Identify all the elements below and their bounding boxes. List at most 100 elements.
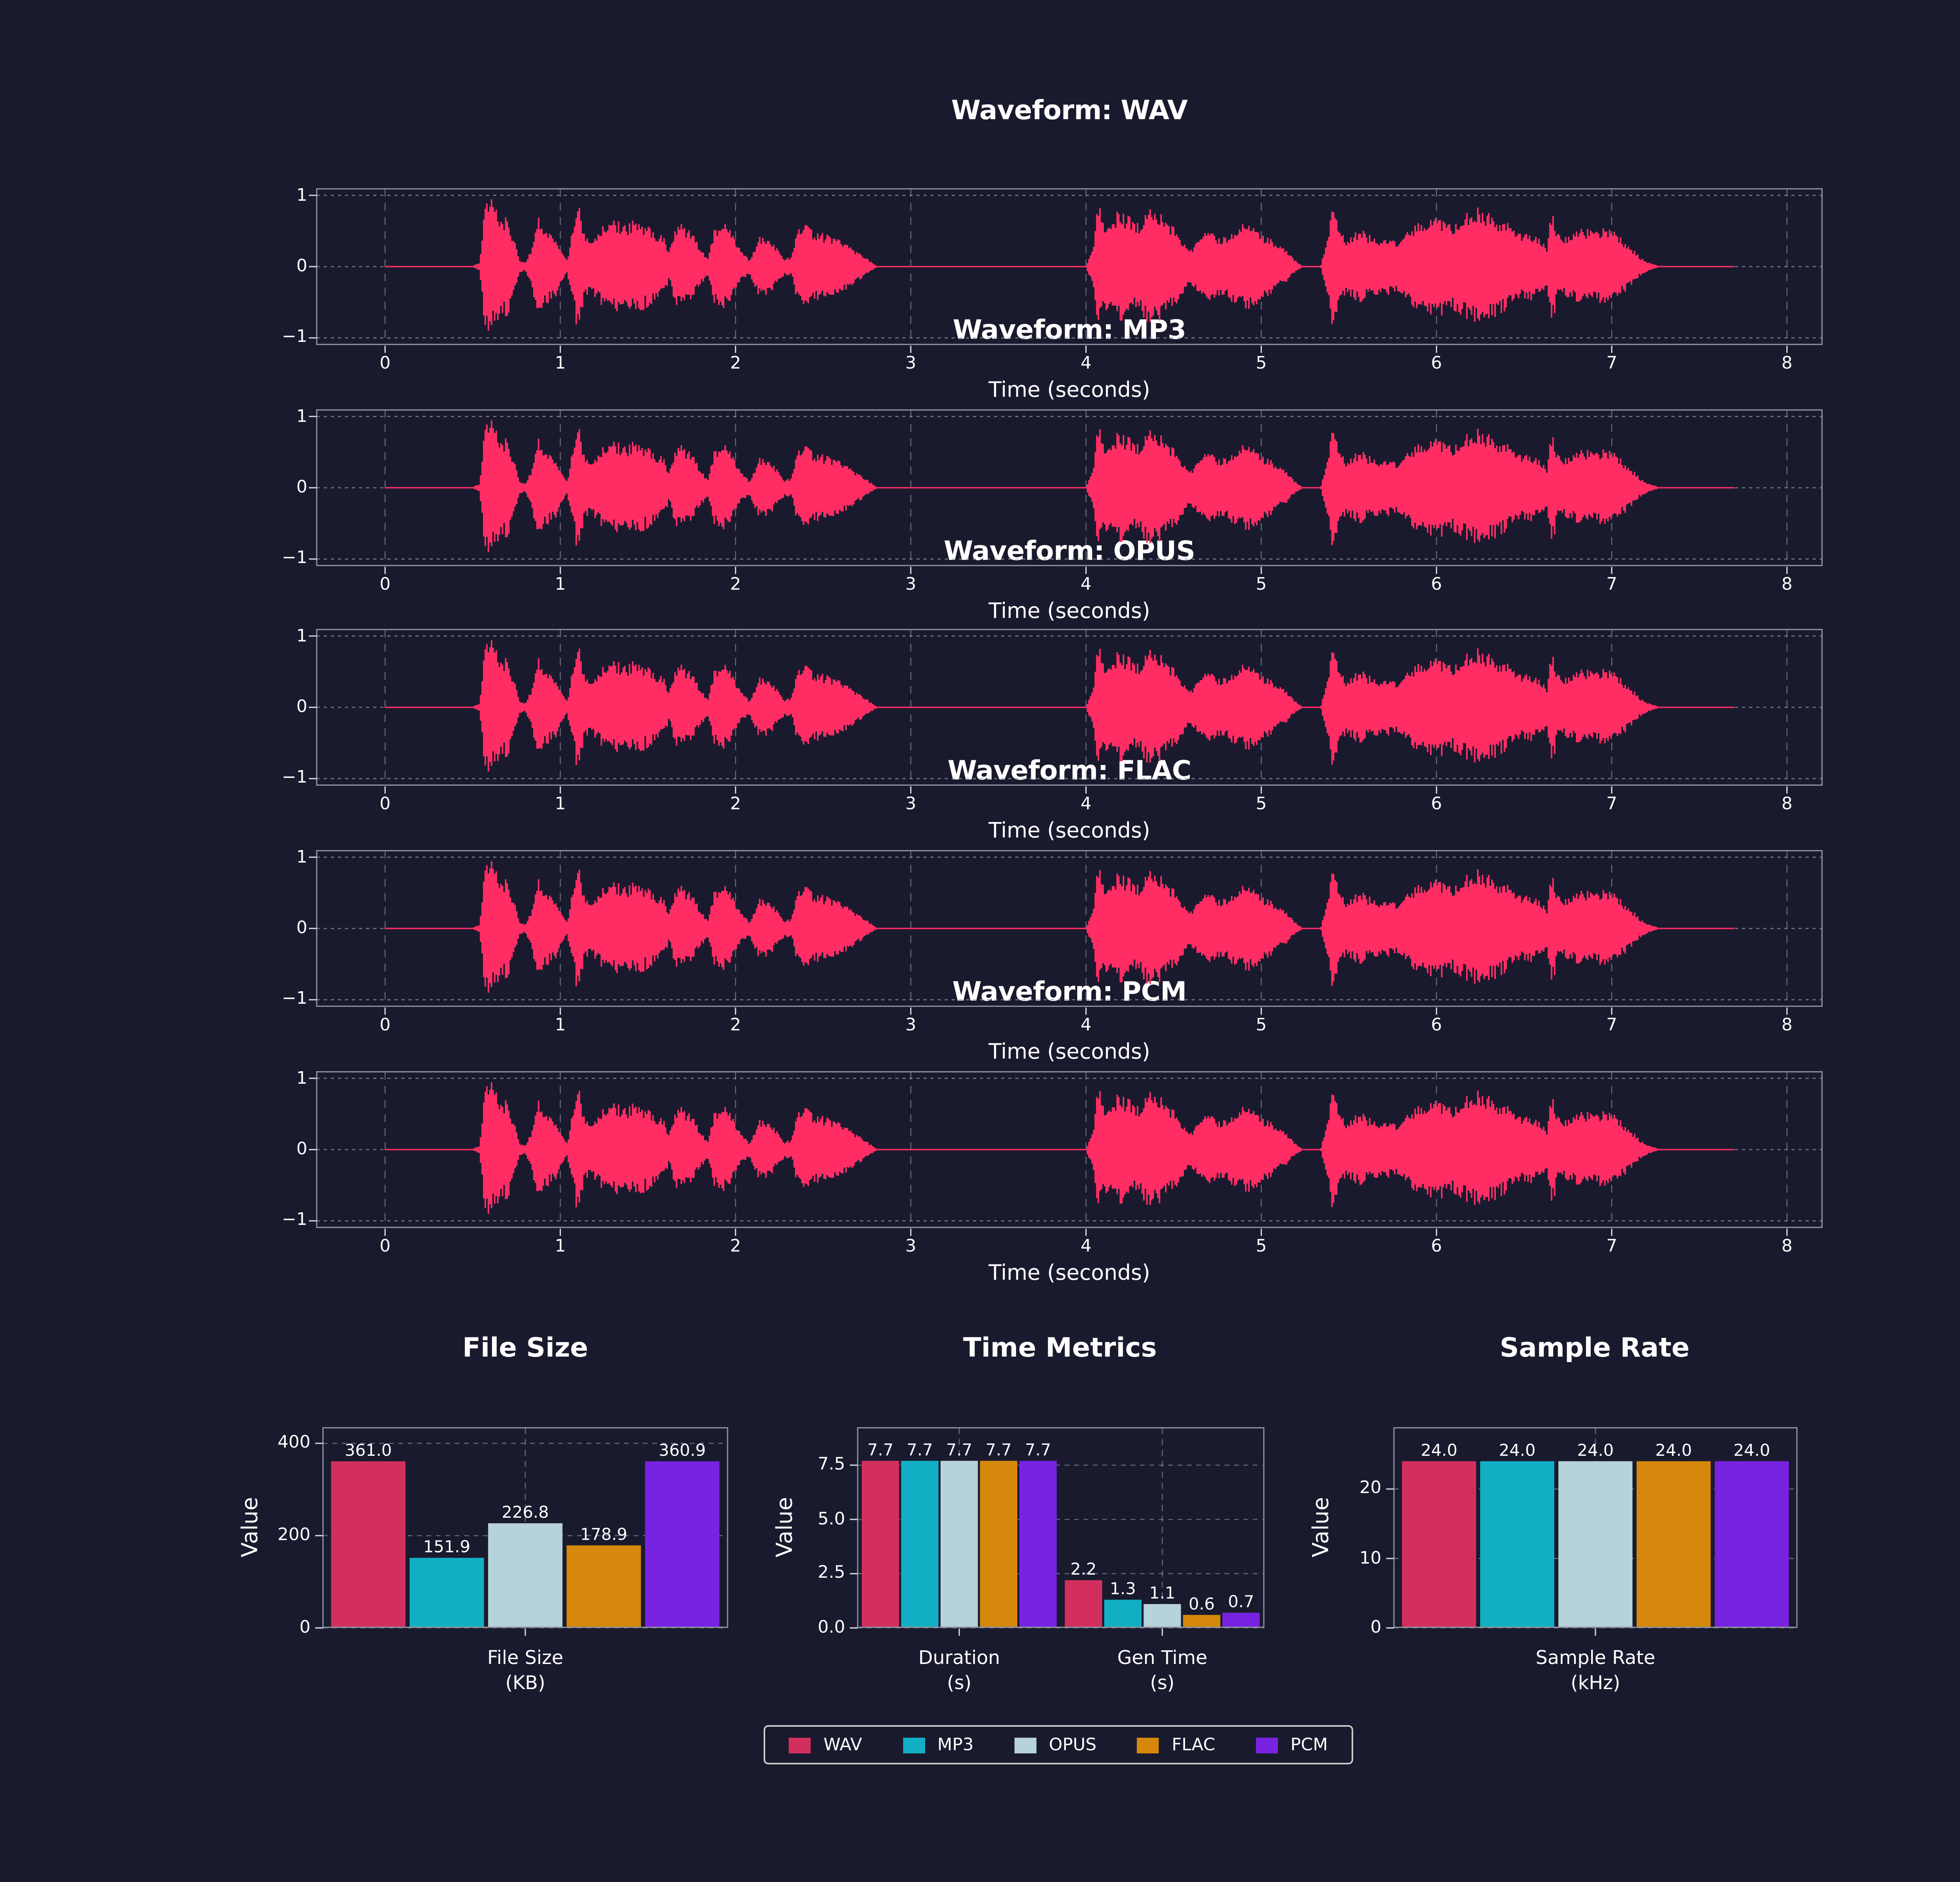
value-axis-label-sample-rate: Value	[1309, 1497, 1334, 1558]
waveform-xtick-label: 0	[379, 794, 391, 814]
bar-chart-time-metrics: 7.7 7.7 7.7 7.7 7.7 2.2 1.3 1.1 0.6 0.7	[848, 1427, 1273, 1637]
waveform-plot-flac	[307, 850, 1824, 1016]
bar-value-label: 7.7	[946, 1440, 973, 1459]
bar-chart-ytick-label: 10	[1359, 1547, 1381, 1568]
waveform-xtick-label: 2	[730, 1015, 741, 1035]
legend: WAV MP3 OPUS FLAC PCM	[0, 1725, 1960, 1764]
waveform-xtick-label: 4	[1080, 1015, 1092, 1035]
waveform-xtick-label: 6	[1431, 574, 1442, 594]
bar-value-label: 24.0	[1733, 1441, 1770, 1460]
waveform-ytick-label: 0	[296, 477, 307, 497]
waveform-xtick-label: 8	[1781, 1236, 1793, 1256]
legend-swatch-wav	[789, 1737, 811, 1753]
waveform-ytick-label: 0	[296, 917, 307, 938]
waveform-plot-mp3	[307, 409, 1824, 576]
bar-chart-group-label: (KB)	[505, 1672, 545, 1694]
bar-value-label: 7.7	[867, 1440, 894, 1459]
time-axis-label-opus: Time (seconds)	[988, 819, 1151, 844]
waveform-ytick-label: −1	[282, 988, 307, 1009]
waveform-xtick-label: 4	[1080, 794, 1092, 814]
bar-value-label: 24.0	[1421, 1441, 1457, 1460]
legend-swatch-pcm	[1256, 1737, 1278, 1753]
waveform-plot-pcm	[307, 1071, 1824, 1237]
bar-value-label: 24.0	[1499, 1441, 1536, 1460]
bar-value-label: 24.0	[1577, 1441, 1614, 1460]
waveform-title-wav: Waveform: WAV	[951, 96, 1188, 127]
waveform-ytick-label: −1	[282, 327, 307, 347]
waveform-xtick-label: 2	[730, 353, 741, 373]
bar-chart-group-label: File Size	[487, 1647, 564, 1669]
waveform-xtick-label: 5	[1256, 574, 1267, 594]
chart-title-time-metrics: Time Metrics	[963, 1333, 1157, 1364]
bar-chart-group-label: (kHz)	[1570, 1672, 1621, 1694]
waveform-xtick-label: 0	[379, 353, 391, 373]
waveform-ytick-label: 0	[296, 256, 307, 276]
bar-chart-group-label: Sample Rate	[1535, 1647, 1655, 1669]
legend-swatch-mp3	[903, 1737, 925, 1753]
waveform-xtick-label: 3	[905, 794, 916, 814]
bar-value-label: 151.9	[423, 1537, 470, 1556]
waveform-xtick-label: 8	[1781, 353, 1793, 373]
waveform-xtick-label: 6	[1431, 1236, 1442, 1256]
waveform-ytick-label: 1	[296, 625, 307, 646]
legend-label: PCM	[1290, 1735, 1328, 1755]
waveform-xtick-label: 8	[1781, 794, 1793, 814]
bar-chart-sample-rate: 24.0 24.0 24.0 24.0 24.0	[1385, 1427, 1806, 1637]
bar-value-label: 361.0	[345, 1441, 392, 1460]
waveform-xtick-label: 1	[555, 1236, 566, 1256]
waveform-xtick-label: 6	[1431, 794, 1442, 814]
waveform-xtick-label: 4	[1080, 574, 1092, 594]
time-axis-label-pcm: Time (seconds)	[988, 1261, 1151, 1286]
waveform-xtick-label: 1	[555, 794, 566, 814]
waveform-xtick-label: 3	[905, 353, 916, 373]
legend-item-mp3: MP3	[903, 1735, 974, 1755]
legend-label: FLAC	[1172, 1735, 1215, 1755]
bar-value-label: 0.6	[1189, 1594, 1215, 1613]
legend-item-opus: OPUS	[1014, 1735, 1096, 1755]
bar-value-label: 1.3	[1110, 1579, 1136, 1598]
waveform-xtick-label: 5	[1256, 794, 1267, 814]
bar-chart-ytick-label: 2.5	[818, 1562, 845, 1583]
waveform-ytick-label: −1	[282, 548, 307, 569]
waveform-xtick-label: 2	[730, 794, 741, 814]
bar-chart-ytick-label: 0	[1370, 1617, 1381, 1637]
waveform-xtick-label: 3	[905, 574, 916, 594]
waveform-xtick-label: 2	[730, 574, 741, 594]
legend-box: WAV MP3 OPUS FLAC PCM	[764, 1725, 1353, 1764]
time-axis-label-flac: Time (seconds)	[988, 1040, 1151, 1065]
bar-chart-ytick-label: 20	[1359, 1478, 1381, 1499]
waveform-ytick-label: 0	[296, 1139, 307, 1159]
waveform-plot-wav	[307, 188, 1824, 354]
waveform-xtick-label: 6	[1431, 1015, 1442, 1035]
legend-item-wav: WAV	[789, 1735, 862, 1755]
waveform-ytick-label: 0	[296, 696, 307, 717]
waveform-xtick-label: 1	[555, 574, 566, 594]
waveform-xtick-label: 0	[379, 1236, 391, 1256]
waveform-xtick-label: 5	[1256, 1236, 1267, 1256]
waveform-xtick-label: 0	[379, 1015, 391, 1035]
waveform-xtick-label: 2	[730, 1236, 741, 1256]
bar-chart-group-label: (s)	[947, 1672, 972, 1694]
legend-label: MP3	[937, 1735, 974, 1755]
waveform-xtick-label: 0	[379, 574, 391, 594]
waveform-ytick-label: 1	[296, 184, 307, 205]
waveform-xtick-label: 1	[555, 353, 566, 373]
waveform-title-opus: Waveform: OPUS	[944, 536, 1195, 568]
waveform-xtick-label: 3	[905, 1015, 916, 1035]
bar-chart-ytick-label: 0.0	[818, 1617, 845, 1637]
bar-value-label: 7.7	[985, 1440, 1012, 1459]
waveform-ytick-label: 1	[296, 1067, 307, 1088]
waveform-xtick-label: 8	[1781, 1015, 1793, 1035]
bar-chart-ytick-label: 0	[299, 1617, 310, 1637]
legend-label: WAV	[823, 1735, 862, 1755]
chart-title-file-size: File Size	[462, 1333, 588, 1364]
waveform-xtick-label: 1	[555, 1015, 566, 1035]
bar-value-label: 226.8	[502, 1502, 549, 1522]
bar-chart-ytick-label: 200	[278, 1524, 310, 1545]
bar-chart-ytick-label: 400	[278, 1432, 310, 1453]
bar-value-label: 24.0	[1655, 1441, 1692, 1460]
legend-item-flac: FLAC	[1137, 1735, 1215, 1755]
chart-title-sample-rate: Sample Rate	[1499, 1333, 1690, 1364]
bar-chart-ytick-label: 7.5	[818, 1454, 845, 1475]
